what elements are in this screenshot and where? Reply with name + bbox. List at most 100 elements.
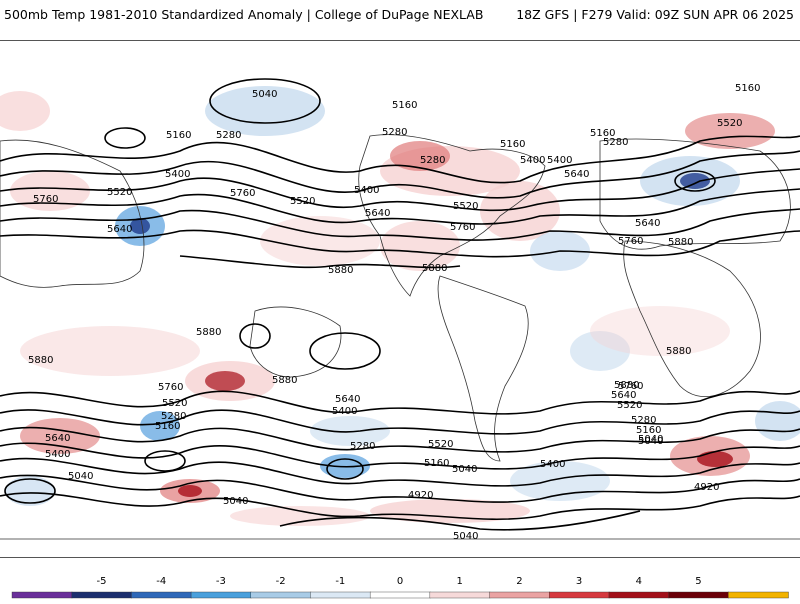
contour-5520-north [0, 188, 800, 225]
map-canvas: 5040 5160 5160 5160 5280 5280 5400 5400 … [0, 78, 800, 542]
contour-closed [239, 323, 271, 349]
anomaly-area [205, 371, 245, 391]
contour-label: 5640 [107, 224, 132, 235]
contour-label: 5520 [162, 398, 187, 409]
contour-label: 4920 [408, 490, 433, 501]
anomaly-area [380, 221, 460, 271]
colorbar-segment [310, 591, 371, 599]
contour-label: 5520 [453, 201, 478, 212]
contour-label: 5520 [717, 118, 742, 129]
contour-label: 5880 [328, 265, 353, 276]
contour-5160-south [0, 474, 800, 503]
colorbar-segment [489, 591, 550, 599]
anomaly-area [480, 181, 560, 241]
contour-5760-south [0, 390, 800, 415]
contour-5280-south [0, 457, 800, 487]
contour-label: 5400 [45, 449, 70, 460]
contour-label: 5760 [618, 236, 643, 247]
anomaly-area [130, 218, 150, 234]
contour-label: 5160 [590, 128, 615, 139]
north-america-outline [358, 134, 546, 297]
contour-label: 5640 [335, 394, 360, 405]
contour-label: 5400 [332, 406, 357, 417]
contour-label: 5400 [354, 185, 379, 196]
contour-label: 5400 [547, 155, 572, 166]
contour-closed [104, 127, 146, 149]
contour-label: 5040 [68, 471, 93, 482]
contour-label: 5640 [564, 169, 589, 180]
anomaly-area [510, 461, 610, 501]
anomaly-area [230, 506, 370, 526]
height-contours [0, 78, 800, 531]
contour-5640-south [0, 409, 800, 435]
contour-4920-south [279, 510, 641, 531]
contour-label: 5040 [638, 436, 663, 447]
colorbar-tick-label: 3 [576, 576, 582, 587]
contour-label: 5400 [165, 169, 190, 180]
contour-label: 5880 [28, 355, 53, 366]
contour-5400-south [0, 442, 800, 470]
contour-label: 5280 [631, 415, 656, 426]
contour-label: 5880 [668, 237, 693, 248]
contour-label: 5640 [635, 218, 660, 229]
anomaly-area [140, 411, 180, 441]
colorbar-segment [11, 591, 73, 599]
africa-outline [623, 240, 761, 397]
contour-label: 5520 [107, 187, 132, 198]
contour-label: 5280 [216, 130, 241, 141]
contour-label: 4920 [694, 482, 719, 493]
australia-outline [249, 306, 342, 378]
contour-label: 5760 [158, 382, 183, 393]
colorbar-canvas: -5 -4 -3 -2 -1 0 1 2 3 4 5 [11, 576, 789, 599]
contour-label: 5760 [450, 222, 475, 233]
anomaly-area [680, 173, 710, 189]
contour-label: 5640 [365, 208, 390, 219]
anomaly-area [20, 418, 100, 454]
contour-5880-north [179, 255, 461, 269]
contour-labels: 5040 5160 5160 5160 5280 5280 5400 5400 … [28, 83, 760, 542]
eurasia-east-outline [599, 138, 791, 250]
colorbar-tick-label: -5 [97, 576, 107, 587]
weather-map: 5040 5160 5160 5160 5280 5280 5400 5400 … [0, 40, 800, 558]
colorbar-tick-label: 4 [636, 576, 642, 587]
contour-label: 5640 [611, 390, 636, 401]
contour-5160-north [0, 135, 800, 184]
contour-label: 5040 [453, 531, 478, 542]
colorbar-tick-label: -3 [216, 576, 226, 587]
model-run-valid-time: 18Z GFS | F279 Valid: 09Z SUN APR 06 202… [516, 7, 794, 22]
contour-5040-south [0, 492, 800, 521]
colorbar-tick-label: 0 [397, 576, 403, 587]
header: 500mb Temp 1981-2010 Standardized Anomal… [0, 0, 800, 34]
contour-label: 5400 [540, 459, 565, 470]
map-title: 500mb Temp 1981-2010 Standardized Anomal… [4, 7, 484, 22]
contour-label: 5880 [272, 375, 297, 386]
contour-label: 5520 [290, 196, 315, 207]
contour-closed [309, 332, 381, 370]
anomaly-area [0, 91, 50, 131]
contour-label: 5280 [350, 441, 375, 452]
contour-label: 5160 [735, 83, 760, 94]
contour-label: 5880 [196, 327, 221, 338]
contour-label: 5040 [223, 496, 248, 507]
anomaly-area [390, 141, 450, 171]
colorbar-tick-label: -2 [276, 576, 286, 587]
colorbar-segment [71, 591, 133, 599]
contour-label: 5040 [252, 89, 277, 100]
anomaly-area [178, 485, 202, 497]
south-america-outline [437, 275, 529, 462]
anomaly-area [10, 171, 90, 211]
anomaly-colorbar: -5 -4 -3 -2 -1 0 1 2 3 4 5 [0, 568, 800, 600]
colorbar-tick-label: 1 [457, 576, 463, 587]
contour-label: 5520 [617, 400, 642, 411]
contour-label: 5160 [166, 130, 191, 141]
contour-label: 5160 [392, 100, 417, 111]
colorbar-segment [668, 591, 730, 599]
contour-label: 5160 [636, 425, 661, 436]
contour-closed [326, 458, 364, 480]
contour-5280-north [0, 150, 800, 199]
contour-5520-south [0, 426, 800, 453]
contour-label: 5040 [452, 464, 477, 475]
contour-label: 5880 [422, 263, 447, 274]
colorbar-segment [131, 591, 192, 599]
colorbar-tick-label: -4 [156, 576, 166, 587]
